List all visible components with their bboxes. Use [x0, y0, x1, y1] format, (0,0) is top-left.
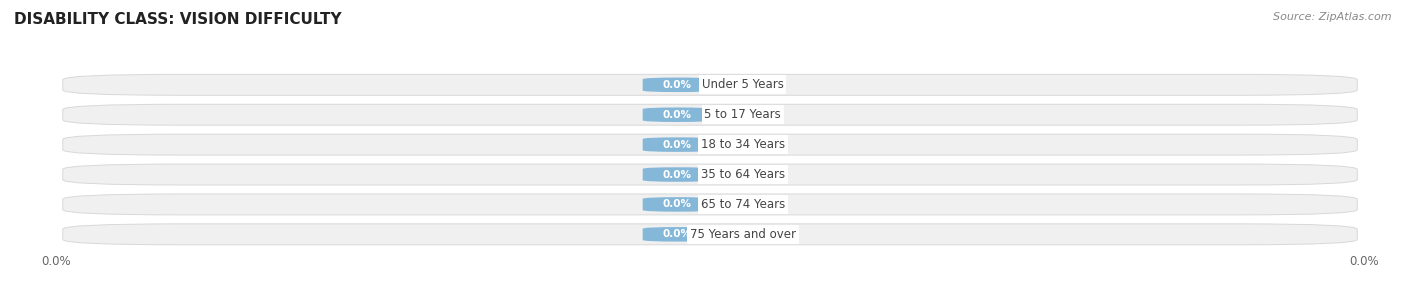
Text: 75 Years and over: 75 Years and over: [690, 228, 796, 241]
Text: 0.0%: 0.0%: [728, 170, 758, 180]
Text: 0.0%: 0.0%: [662, 110, 692, 120]
FancyBboxPatch shape: [63, 104, 1357, 125]
Text: Source: ZipAtlas.com: Source: ZipAtlas.com: [1274, 12, 1392, 22]
FancyBboxPatch shape: [709, 227, 778, 242]
Text: 0.0%: 0.0%: [728, 80, 758, 90]
FancyBboxPatch shape: [63, 164, 1357, 185]
Text: 0.0%: 0.0%: [728, 110, 758, 120]
Text: 65 to 74 Years: 65 to 74 Years: [700, 198, 785, 211]
Text: 18 to 34 Years: 18 to 34 Years: [700, 138, 785, 151]
FancyBboxPatch shape: [63, 224, 1357, 245]
Text: 35 to 64 Years: 35 to 64 Years: [700, 168, 785, 181]
Text: 0.0%: 0.0%: [728, 199, 758, 209]
FancyBboxPatch shape: [709, 197, 778, 212]
Text: 0.0%: 0.0%: [662, 199, 692, 209]
FancyBboxPatch shape: [643, 167, 711, 182]
FancyBboxPatch shape: [643, 227, 711, 242]
FancyBboxPatch shape: [709, 167, 778, 182]
FancyBboxPatch shape: [643, 137, 711, 152]
FancyBboxPatch shape: [709, 78, 778, 92]
Legend: Male, Female: Male, Female: [633, 302, 787, 304]
Text: Under 5 Years: Under 5 Years: [702, 78, 783, 91]
FancyBboxPatch shape: [63, 74, 1357, 95]
FancyBboxPatch shape: [643, 107, 711, 122]
FancyBboxPatch shape: [709, 107, 778, 122]
Text: 0.0%: 0.0%: [662, 170, 692, 180]
Text: 5 to 17 Years: 5 to 17 Years: [704, 108, 782, 121]
Text: 0.0%: 0.0%: [728, 140, 758, 150]
FancyBboxPatch shape: [709, 137, 778, 152]
Text: 0.0%: 0.0%: [662, 80, 692, 90]
FancyBboxPatch shape: [63, 134, 1357, 155]
Text: 0.0%: 0.0%: [662, 140, 692, 150]
FancyBboxPatch shape: [643, 197, 711, 212]
Text: 0.0%: 0.0%: [728, 229, 758, 239]
Text: DISABILITY CLASS: VISION DIFFICULTY: DISABILITY CLASS: VISION DIFFICULTY: [14, 12, 342, 27]
Text: 0.0%: 0.0%: [662, 229, 692, 239]
FancyBboxPatch shape: [643, 78, 711, 92]
FancyBboxPatch shape: [63, 194, 1357, 215]
